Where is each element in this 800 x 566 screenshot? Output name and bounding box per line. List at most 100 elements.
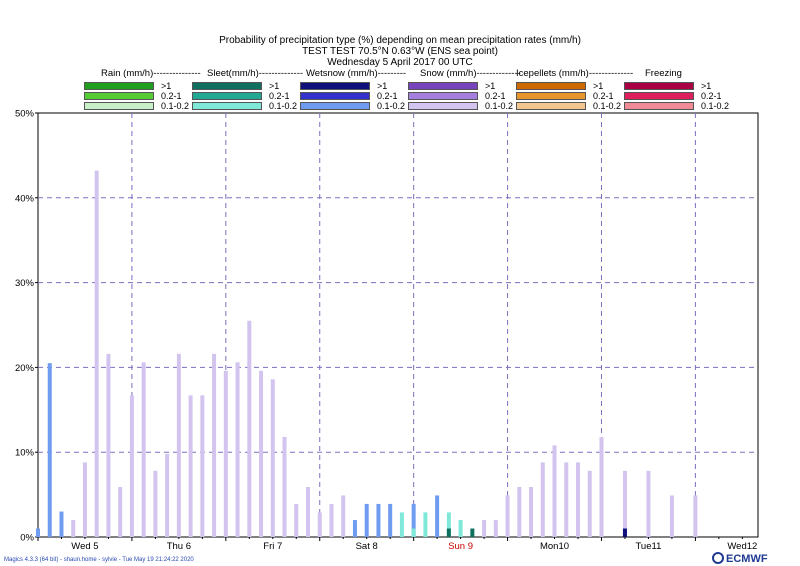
bar — [94, 170, 99, 537]
y-tick-label: 40% — [15, 193, 35, 204]
legend-swatch-wetsnow-1 — [300, 92, 370, 100]
bar — [693, 495, 698, 537]
legend-header-icepellets: Icepellets (mm/h)-------------- — [516, 68, 634, 79]
legend-class-label: 0.2-1 — [377, 91, 398, 101]
legend-swatch-rain-0 — [84, 82, 154, 90]
bar — [622, 470, 627, 537]
bar — [306, 486, 310, 537]
y-tick-label: 50% — [15, 109, 35, 120]
chart-subtitle-location: TEST TEST 70.5°N 0.63°W (ENS sea point) — [302, 46, 498, 57]
bar-stacked-segment — [411, 528, 416, 537]
bar — [505, 495, 510, 537]
legend-swatch-sleet-0 — [192, 82, 262, 90]
legend-class-label: 0.2-1 — [593, 91, 614, 101]
legend-swatch-wetsnow-0 — [300, 82, 370, 90]
bar — [388, 503, 393, 537]
legend-class-label: 0.1-0.2 — [269, 101, 298, 111]
bar — [599, 436, 604, 537]
x-tick-label: Mon10 — [540, 541, 569, 552]
bar — [59, 511, 64, 537]
bar — [576, 462, 580, 537]
bar — [564, 462, 569, 537]
bar — [118, 486, 123, 537]
bar — [235, 362, 240, 537]
legend-header-rain: Rain (mm/h)--------------- — [101, 68, 201, 79]
bar — [129, 395, 134, 537]
legend-swatch-snow-0 — [408, 82, 478, 90]
bar — [493, 520, 498, 537]
bar — [552, 445, 557, 537]
bar — [259, 370, 264, 537]
chart-title: Probability of precipitation type (%) de… — [219, 35, 581, 46]
bar — [529, 486, 534, 537]
legend-class-label: >1 — [377, 81, 388, 91]
legend-swatch-sleet-1 — [192, 92, 262, 100]
legend: >1 0.2-1 0.1-0.2 >1 0.2-1 0.1-0.2 >1 0.2-1 0.1-0… — [0, 81, 800, 111]
bar — [517, 486, 522, 537]
bar — [470, 528, 475, 537]
x-tick-label: Thu 6 — [167, 541, 191, 552]
bar — [341, 495, 346, 537]
legend-swatch-sleet-2 — [192, 102, 262, 110]
bar — [82, 462, 87, 537]
bar — [247, 320, 252, 537]
plot-area — [37, 112, 759, 538]
bar — [176, 353, 181, 537]
bar — [270, 379, 275, 537]
bar — [329, 503, 334, 537]
legend-class-label: >1 — [485, 81, 496, 91]
legend-class-label: >1 — [269, 81, 280, 91]
legend-swatch-snow-1 — [408, 92, 478, 100]
x-tick-label: Wed 5 — [71, 541, 98, 552]
legend-class-label: 0.2-1 — [161, 91, 182, 101]
bar — [364, 503, 369, 537]
legend-class-label: 0.1-0.2 — [593, 101, 622, 111]
bar — [212, 353, 217, 537]
bar — [587, 470, 592, 537]
bar — [540, 462, 545, 537]
legend-class-label: 0.1-0.2 — [485, 101, 514, 111]
y-tick-label: 10% — [15, 448, 35, 459]
bar — [200, 395, 205, 537]
legend-swatch-icepellets-2 — [516, 102, 586, 110]
x-tick-label: Sat 8 — [356, 541, 378, 552]
legend-swatch-snow-2 — [408, 102, 478, 110]
x-tick-label: Wed12 — [727, 541, 757, 552]
bar — [646, 470, 651, 537]
bar — [47, 363, 52, 537]
legend-header-sleet: Sleet(mm/h)-------------- — [207, 68, 304, 79]
legend-class-label: >1 — [593, 81, 604, 91]
footer-text: Magics 4.3.3 (64 bit) - shaun.home - syl… — [4, 557, 194, 563]
bar-stacked-segment — [446, 528, 451, 537]
bar — [669, 495, 674, 537]
legend-class-label: >1 — [161, 81, 172, 91]
bar — [423, 512, 428, 537]
bar — [352, 520, 357, 537]
legend-swatch-icepellets-0 — [516, 82, 586, 90]
bar — [106, 353, 111, 537]
y-tick-label: 0% — [20, 533, 34, 544]
bar — [399, 512, 404, 537]
legend-class-label: 0.1-0.2 — [161, 101, 190, 111]
bar — [188, 395, 193, 537]
bar — [282, 436, 287, 537]
bar — [141, 362, 146, 537]
ecmwf-logo: ECMWF — [712, 552, 768, 565]
legend-swatch-freezing-2 — [624, 102, 694, 110]
legend-header-wetsnow: Wetsnow (mm/h)--------- — [306, 68, 407, 79]
bar — [411, 503, 416, 537]
bar — [446, 512, 451, 537]
legend-class-label: 0.2-1 — [269, 91, 290, 101]
ecmwf-logo-text: ECMWF — [726, 553, 768, 565]
legend-header-snow: Snow (mm/h)-------------- — [420, 68, 521, 79]
bar — [153, 470, 158, 537]
x-tick-label: Fri 7 — [263, 541, 282, 552]
ecmwf-logo-icon — [712, 552, 724, 564]
x-tick-label: Tue11 — [635, 541, 661, 552]
bar — [71, 520, 76, 537]
bar — [165, 453, 170, 537]
legend-swatch-freezing-1 — [624, 92, 694, 100]
legend-swatch-rain-1 — [84, 92, 154, 100]
legend-class-label: 0.2-1 — [701, 91, 722, 101]
